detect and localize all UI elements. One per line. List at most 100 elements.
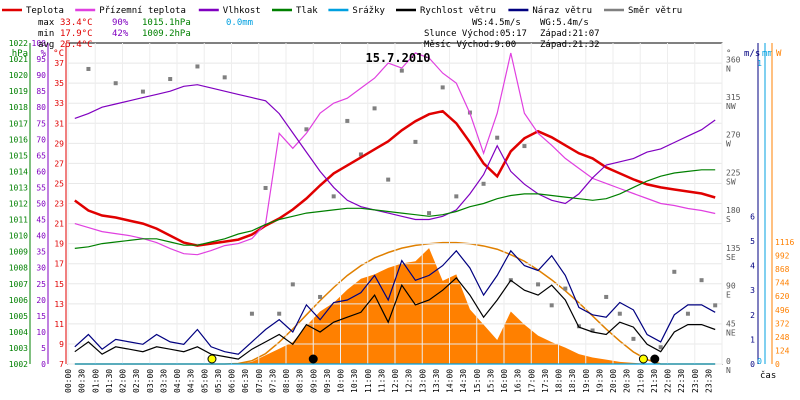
direction-tick-label: 360 (726, 55, 741, 64)
wind-tick-label: 1 (750, 335, 755, 344)
series-line-rychlost-v-tru (74, 277, 716, 360)
solar-tick-label: 744 (775, 279, 790, 288)
x-tick-label: 08:00 (282, 369, 291, 393)
x-tick-label: 19:00 (582, 369, 591, 393)
x-tick-label: 15:00 (473, 369, 482, 393)
legend-label: Přízemní teplota (99, 6, 186, 16)
pressure-tick-label: 1022 (9, 39, 28, 48)
min-temp: 17.9°C (60, 29, 93, 39)
x-tick-label: 00:30 (78, 369, 87, 393)
direction-tick-label: 180 (726, 206, 741, 215)
pressure-tick-label: 1006 (9, 296, 28, 305)
direction-tick-label: 0 (726, 357, 731, 366)
pressure-tick-label: 1016 (9, 135, 28, 144)
solar-tick-label: 620 (775, 292, 790, 301)
wind-direction-point (345, 118, 350, 123)
x-tick-label: 03:30 (159, 369, 168, 393)
wind-direction-point (290, 282, 295, 287)
moonrise-marker (308, 354, 318, 364)
humidity-tick-label: 70 (36, 135, 46, 144)
wind-direction-point (522, 144, 527, 149)
pressure-tick-label: 1017 (9, 119, 28, 128)
temperature-axis-unit: °C (53, 49, 64, 59)
x-tick-label: 19:30 (595, 369, 604, 393)
x-tick-label: 01:00 (91, 369, 100, 393)
humidity-tick-label: 35 (36, 248, 46, 257)
x-tick-label: 14:30 (459, 369, 468, 393)
direction-tick-label: 225 (726, 168, 741, 177)
x-axis: 00:00 00:30 01:00 01:30 02:00 02:30 03:00 03:30… (64, 369, 713, 393)
humidity-tick-label: 85 (36, 87, 46, 96)
direction-compass-label: N (726, 64, 731, 73)
wind-axis-unit: m/s (744, 49, 760, 59)
rain-tick-label: 1 (757, 59, 762, 68)
min-hum: 42% (112, 29, 129, 39)
legend-label: Směr větru (628, 6, 682, 16)
wind-direction-point (454, 194, 459, 199)
solar-tick-label: 1116 (775, 238, 794, 247)
wind-direction-point (195, 64, 200, 69)
humidity-tick-label: 75 (36, 119, 46, 128)
wind-direction-point (304, 127, 309, 132)
x-tick-label: 06:30 (241, 369, 250, 393)
x-tick-label: 12:00 (391, 369, 400, 393)
x-tick-label: 13:30 (432, 369, 441, 393)
legend-label: Tlak (296, 6, 318, 16)
solar-tick-label: 124 (775, 346, 790, 355)
temperature-tick-label: 35 (54, 79, 64, 88)
pressure-tick-label: 1003 (9, 344, 28, 353)
humidity-tick-label: 25 (36, 280, 46, 289)
wind-direction-point (699, 278, 704, 283)
humidity-tick-label: 10 (36, 328, 46, 337)
x-tick-label: 16:30 (514, 369, 523, 393)
wind-direction-point (372, 106, 377, 111)
pressure-tick-label: 1021 (9, 55, 28, 64)
sunset-marker (638, 354, 648, 364)
max-hum: 90% (112, 18, 129, 28)
x-tick-label: 23:30 (704, 369, 713, 393)
x-tick-label: 17:00 (527, 369, 536, 393)
humidity-tick-label: 55 (36, 183, 46, 192)
wind-tick-label: 2 (750, 311, 755, 320)
x-tick-label: 03:00 (146, 369, 155, 393)
pressure-tick-label: 1020 (9, 71, 28, 80)
direction-compass-label: S (726, 215, 731, 224)
solar-tick-label: 248 (775, 333, 790, 342)
x-tick-label: 07:00 (255, 369, 264, 393)
temperature-tick-label: 25 (54, 179, 64, 188)
x-tick-label: 20:30 (623, 369, 632, 393)
x-tick-label: 14:00 (446, 369, 455, 393)
x-tick-label: 21:00 (636, 369, 645, 393)
sun-info: Slunce Východ:05:17 (424, 29, 527, 39)
pressure-tick-label: 1008 (9, 264, 28, 273)
direction-axis-unit: ° (726, 49, 731, 59)
wind-direction-point (481, 181, 486, 186)
min-label: min (38, 29, 54, 39)
solar-axis-unit: W (776, 49, 782, 59)
pressure-tick-label: 1018 (9, 103, 28, 112)
wind-direction-point (563, 286, 568, 291)
x-tick-label: 04:00 (173, 369, 182, 393)
series-line-n-raz-v-tru (74, 249, 716, 355)
sunrise-marker (207, 354, 217, 364)
pressure-tick-label: 1002 (9, 360, 28, 369)
x-tick-label: 05:30 (214, 369, 223, 393)
temperature-tick-label: 29 (54, 139, 64, 148)
temperature-tick-label: 37 (54, 59, 64, 68)
temperature-tick-label: 23 (54, 200, 64, 209)
series-lines (74, 52, 716, 365)
humidity-tick-label: 95 (36, 55, 46, 64)
x-tick-label: 13:00 (418, 369, 427, 393)
pressure-tick-label: 1019 (9, 87, 28, 96)
max-press: 1015.1hPa (142, 18, 191, 28)
wind-direction-point (263, 185, 268, 190)
wind-direction-point (495, 135, 500, 140)
direction-tick-label: 270 (726, 131, 741, 140)
info-block: WS:4.5m/s WG:5.4m/s Slunce Východ:05:17 … (424, 18, 600, 50)
temperature-tick-label: 7 (59, 360, 64, 369)
wind-direction-point (113, 81, 118, 86)
rain-tick-label: 0 (757, 357, 762, 366)
wind-direction-point (440, 85, 445, 90)
series-line-tlak (74, 169, 716, 249)
